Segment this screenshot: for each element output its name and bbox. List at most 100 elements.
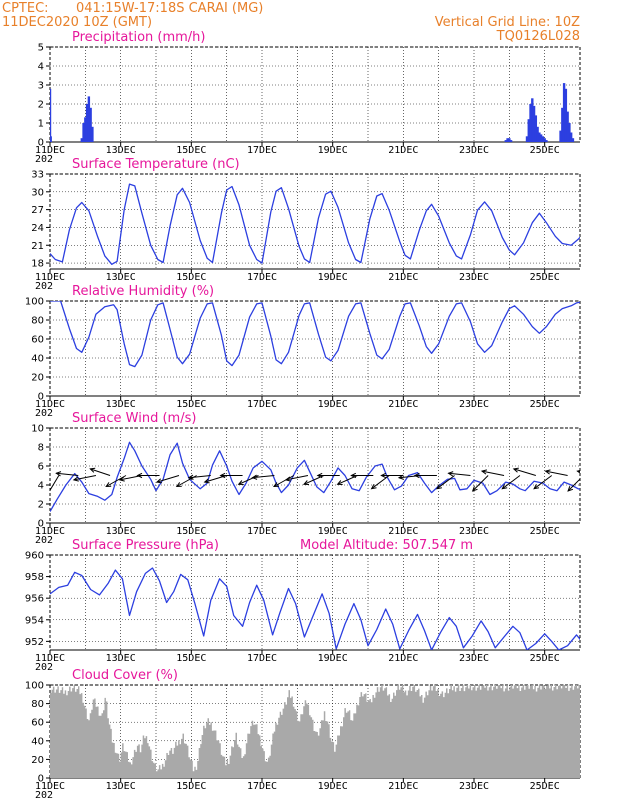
wind-arrow [567,478,580,492]
wind-arrow-shaft [577,470,580,473]
panel-title: Relative Humidity (%) [72,284,214,299]
y-tick-label: 956 [25,594,44,605]
header-grid-line-note: Vertical Grid Line: 10Z [434,15,580,30]
wind-vectors [50,467,618,496]
precip-bar [566,111,569,142]
temperature-line [50,183,580,265]
x-tick-label: 23DEC [459,145,489,156]
wind-arrow [544,469,568,476]
x-tick-label: 13DEC [106,653,136,664]
wind-arrow-head [600,486,605,491]
precip-bar [559,130,562,142]
x-tick-label: 19DEC [318,781,348,792]
y-tick-label: 2 [38,500,44,511]
y-tick-label: 40 [31,736,44,747]
wind-arrow-shaft [90,468,111,476]
precip-bar [525,136,529,142]
precip-bar [595,102,597,142]
x-tick-label: 13DEC [106,526,136,537]
wind-arrow-shaft [600,476,615,491]
wind-arrow-shaft [73,475,97,481]
x-tick-label: 17DEC [247,399,277,410]
wind-arrow [155,475,180,484]
wind-arrow-head [72,476,79,482]
x-tick-label: 19DEC [318,653,348,664]
y-tick-label: 0 [38,392,44,403]
x-tick-label: 25DEC [530,145,560,156]
precip-bar [571,138,575,142]
precip-bar [600,119,602,142]
y-tick-label: 100 [25,681,44,692]
x-tick-label: 13DEC [106,399,136,410]
panel-wind: 0 2 4 6 8 10 11DEC 13DEC 15DEC 17DEC 19DEC 21DEC 23D… [31,411,618,546]
precip-bar [604,133,606,143]
y-tick-label: 4 [38,62,44,73]
y-tick-label: 952 [25,637,44,648]
y-tick-label: 8 [38,443,44,454]
panel-title: Surface Pressure (hPa) [72,538,219,553]
y-tick-label: 18 [31,259,44,270]
x-tick-label: 13DEC [106,272,136,283]
wind-arrow-shaft [371,475,390,490]
wind-arrow-head [302,480,310,485]
x-tick-label: 11DEC [35,653,65,664]
x-tick-label: 17DEC [247,526,277,537]
wind-arrow-head [50,495,51,496]
precip-bar [602,127,604,142]
precip-bar [87,96,91,142]
wind-arrow-shaft [567,478,580,492]
wind-arrow-head [155,478,162,484]
wind-arrow-head [471,486,478,492]
precip-bar [562,83,566,142]
x-tick-label: 23DEC [459,272,489,283]
x-tick-label: 15DEC [176,781,206,792]
precip-bar [561,107,564,142]
wind-arrow [284,475,309,482]
x-tick-label: 21DEC [388,272,418,283]
wind-arrow [609,470,618,476]
x-tick-label: 11DEC [35,526,65,537]
x-year-fragment: 202 [35,154,53,165]
y-tick-label: 40 [31,354,44,365]
x-year-fragment: 202 [35,535,53,546]
x-year-fragment: 202 [35,662,53,673]
panel-temperature: 18 21 24 27 30 33 11DEC 13DEC 15DEC 17DEC 19DEC 21D… [31,157,581,292]
header-model-code: TQ0126L028 [496,29,580,44]
panel-cloud: 0 20 40 60 80 100 11DEC 13DEC 15DEC 17DEC 19DEC 21D… [25,668,581,800]
wind-arrow-head [350,472,357,479]
y-tick-label: 80 [31,316,44,327]
wind-arrow-shaft [188,475,211,479]
precip-bar [593,108,595,142]
precip-bar [50,88,52,142]
wind-arrow-shaft [448,472,471,476]
wind-arrow [512,467,536,476]
wind-arrow-shaft [156,475,180,483]
wind-arrow [436,475,455,490]
panel-title: Surface Temperature (nC) [72,157,240,172]
wind-arrow [380,472,404,479]
wind-arrow-shaft [50,475,60,492]
precip-bar [569,132,573,142]
y-tick-label: 33 [31,170,44,181]
wind-arrow-shaft [273,475,295,487]
precip-bar [564,88,568,142]
precip-bar [591,123,593,142]
precip-bar [589,136,591,142]
precip-bar [538,132,541,142]
wind-arrow [533,475,553,490]
wind-arrow-shaft [472,475,489,492]
y-tick-label: 0 [38,774,44,785]
wind-arrow-head [370,484,377,490]
panel-pressure: 952 954 956 958 960 11DEC 13DEC 15DEC 17DEC 19DEC… [25,538,581,673]
series-wind [50,441,580,512]
x-tick-label: 15DEC [176,145,206,156]
x-tick-label: 15DEC [176,526,206,537]
cloud-area [50,685,580,778]
precip-bar [85,104,89,142]
panel-title: Cloud Cover (%) [72,668,178,683]
wind-arrow [600,476,615,491]
wind-arrow-head [105,482,112,488]
y-tick-label: 4 [38,481,44,492]
wind-arrow-head [89,467,96,473]
